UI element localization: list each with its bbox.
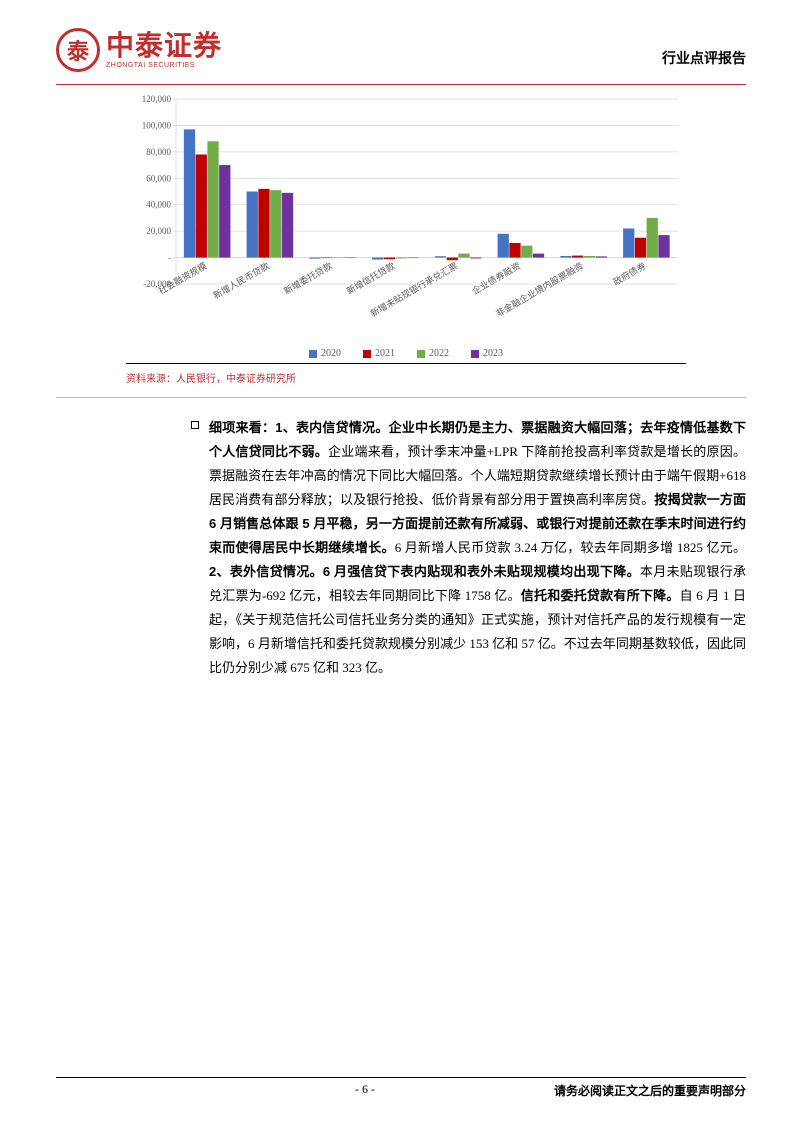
legend-item: 2022 (417, 348, 449, 359)
chart-section-divider (56, 397, 746, 398)
grouped-bar-chart: -20,000-20,00040,00060,00080,000100,0001… (126, 91, 686, 346)
logo-mark-icon: 泰 (56, 28, 100, 72)
logo-cn: 中泰证券 (106, 32, 222, 60)
footer-divider (56, 1077, 746, 1078)
legend-swatch-icon (417, 350, 425, 358)
svg-text:60,000: 60,000 (146, 173, 171, 183)
legend-label: 2022 (429, 348, 449, 359)
footer-row: - 6 - 请务必阅读正文之后的重要声明部分 (56, 1082, 746, 1099)
page-footer: - 6 - 请务必阅读正文之后的重要声明部分 (56, 1077, 746, 1099)
svg-text:政府债券: 政府债券 (611, 260, 648, 288)
svg-text:120,000: 120,000 (142, 94, 172, 104)
chart-container: -20,000-20,00040,00060,00080,000100,0001… (126, 91, 686, 364)
legend-swatch-icon (471, 350, 479, 358)
body-paragraph-block: 细项来看：1、表内信贷情况。企业中长期仍是主力、票据融资大幅回落；去年疫情低基数… (191, 416, 746, 681)
svg-text:新增委托贷款: 新增委托贷款 (282, 260, 334, 297)
svg-text:20,000: 20,000 (146, 226, 171, 236)
logo-text: 中泰证券 ZHONGTAI SECURITIES (106, 32, 222, 69)
legend-item: 2023 (471, 348, 503, 359)
body-text: 细项来看：1、表内信贷情况。企业中长期仍是主力、票据融资大幅回落；去年疫情低基数… (209, 416, 746, 681)
square-bullet-icon (191, 421, 199, 429)
report-type-label: 行业点评报告 (662, 48, 746, 72)
legend-label: 2023 (483, 348, 503, 359)
svg-text:40,000: 40,000 (146, 200, 171, 210)
page: 泰 中泰证券 ZHONGTAI SECURITIES 行业点评报告 - 20,00… (0, 0, 802, 1133)
page-header: 泰 中泰证券 ZHONGTAI SECURITIES 行业点评报告 (56, 28, 746, 80)
chart-source: 资料来源：人民银行，中泰证券研究所 (126, 370, 746, 385)
legend-label: 2021 (375, 348, 395, 359)
header-divider (56, 84, 746, 85)
logo-en: ZHONGTAI SECURITIES (106, 62, 222, 69)
legend-swatch-icon (309, 350, 317, 358)
svg-text:80,000: 80,000 (146, 147, 171, 157)
svg-text:新增人民币贷款: 新增人民币贷款 (211, 260, 271, 301)
legend-item: 2021 (363, 348, 395, 359)
page-number: - 6 - (176, 1082, 554, 1099)
svg-text:新增信托贷款: 新增信托贷款 (344, 260, 396, 297)
legend-swatch-icon (363, 350, 371, 358)
footer-disclaimer: 请务必阅读正文之后的重要声明部分 (554, 1082, 746, 1099)
chart-legend: 2020 2021 2022 2023 (126, 348, 686, 364)
svg-text:-: - (168, 253, 171, 263)
brand-logo: 泰 中泰证券 ZHONGTAI SECURITIES (56, 28, 222, 72)
svg-text:企业债券融资: 企业债券融资 (470, 260, 522, 297)
legend-item: 2020 (309, 348, 341, 359)
svg-text:100,000: 100,000 (142, 120, 172, 130)
legend-label: 2020 (321, 348, 341, 359)
footer-left-spacer (56, 1082, 176, 1099)
